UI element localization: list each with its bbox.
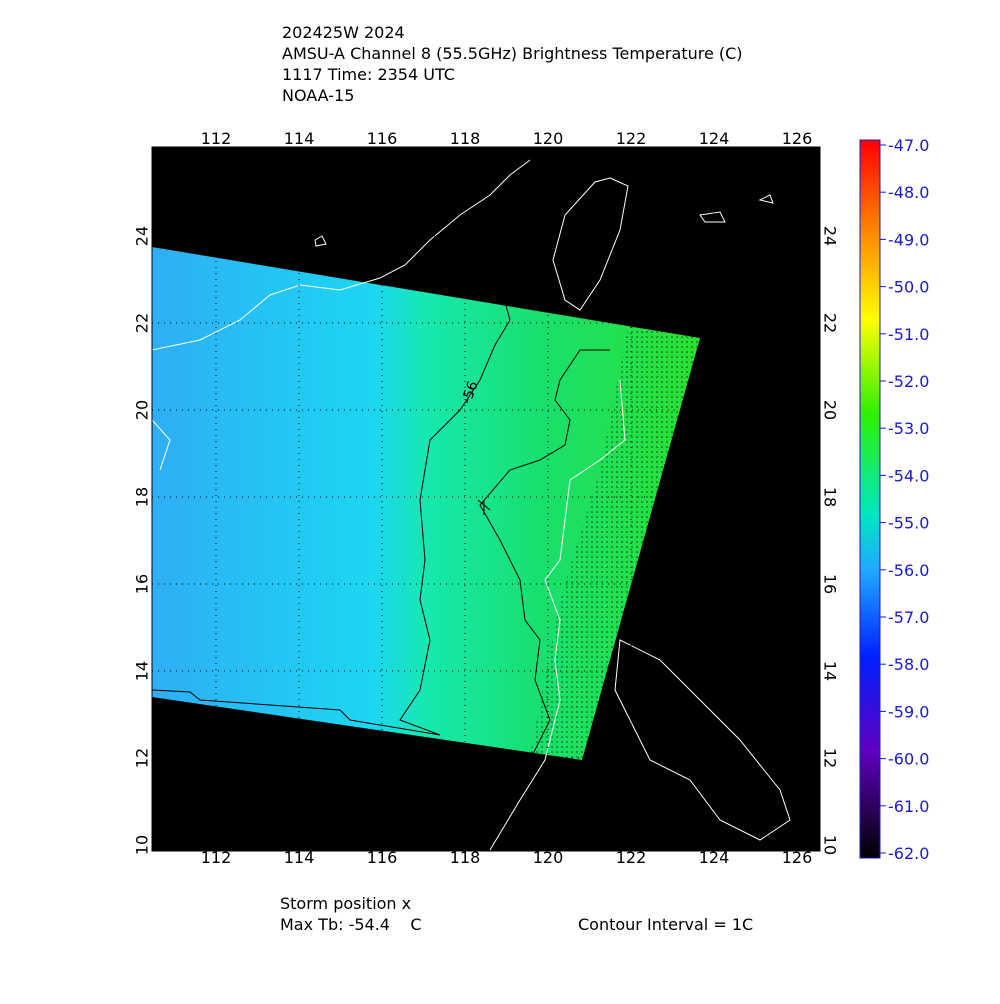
contour-interval: Contour Interval = 1C (578, 915, 753, 934)
map-frame (151, 146, 821, 852)
lat-label-right: 10 (821, 835, 840, 855)
lon-label-bottom: 116 (367, 848, 398, 867)
lat-label-left: 16 (133, 574, 152, 594)
lon-label-bottom: 122 (616, 848, 647, 867)
lon-label-top: 118 (450, 129, 481, 148)
lat-label-right: 24 (821, 226, 840, 246)
contours (152, 299, 610, 761)
map-ticks: 112 112 114 114 116 116 118 118 120 120 122 122 124 1… (133, 129, 840, 867)
colorbar-label: -62.0 (888, 844, 929, 863)
lon-label-bottom: 118 (450, 848, 481, 867)
lat-label-left: 24 (133, 226, 152, 246)
lon-label-bottom: 126 (782, 848, 813, 867)
max-tb: Max Tb: -54.4 C (280, 915, 421, 934)
colorbar-label: -48.0 (888, 183, 929, 202)
lat-label-right: 14 (821, 661, 840, 681)
colorbar-label: -49.0 (888, 230, 929, 249)
title-line: NOAA-15 (282, 86, 354, 105)
lat-label-right: 12 (821, 748, 840, 768)
colorbar-label: -61.0 (888, 797, 929, 816)
colorbar-label: -53.0 (888, 419, 929, 438)
colorbar-label: -59.0 (888, 702, 929, 721)
colorbar-label: -56.0 (888, 561, 929, 580)
colorbar-label: -54.0 (888, 466, 929, 485)
storm-position: Storm position x (280, 894, 411, 913)
colorbar-ramp (859, 139, 881, 859)
lat-label-right: 22 (821, 313, 840, 333)
colorbar-label: -58.0 (888, 655, 929, 674)
colorbar-label: -51.0 (888, 325, 929, 344)
lat-label-right: 16 (821, 574, 840, 594)
lon-label-top: 112 (201, 129, 232, 148)
lon-label-bottom: 114 (284, 848, 315, 867)
lat-label-left: 20 (133, 400, 152, 420)
map (152, 147, 820, 851)
title-line: 202425W 2024 (282, 23, 405, 42)
lon-label-top: 116 (367, 129, 398, 148)
coastlines (152, 159, 791, 851)
lat-label-left: 22 (133, 313, 152, 333)
colorbar-label: -52.0 (888, 372, 929, 391)
colorbar-label: -55.0 (888, 514, 929, 533)
lon-label-top: 124 (699, 129, 730, 148)
lon-label-top: 122 (616, 129, 647, 148)
title-line: AMSU-A Channel 8 (55.5GHz) Brightness Te… (282, 44, 743, 63)
lat-label-left: 12 (133, 748, 152, 768)
lat-label-left: 10 (133, 835, 152, 855)
colorbar-label: -50.0 (888, 278, 929, 297)
header: 202425W 2024 AMSU-A Channel 8 (55.5GHz) B… (282, 23, 743, 105)
lon-label-top: 126 (782, 129, 813, 148)
lat-label-left: 14 (133, 661, 152, 681)
lon-label-top: 120 (533, 129, 564, 148)
contour-label: -56 (459, 379, 482, 406)
lat-label-left: 18 (133, 487, 152, 507)
colorbar-label: -47.0 (888, 136, 929, 155)
hatched-region (530, 318, 700, 760)
title-line: 1117 Time: 2354 UTC (282, 65, 455, 84)
lon-label-bottom: 120 (533, 848, 564, 867)
lon-label-bottom: 124 (699, 848, 730, 867)
lat-label-right: 18 (821, 487, 840, 507)
colorbar-label: -57.0 (888, 608, 929, 627)
lon-label-bottom: 112 (201, 848, 232, 867)
colorbar-label: -60.0 (888, 750, 929, 769)
colorbar: -47.0 -48.0 -49.0 -50.0 -51.0 -52.0 -53.0 -54.0… (859, 136, 929, 863)
lat-label-right: 20 (821, 400, 840, 420)
lon-label-top: 114 (284, 129, 315, 148)
